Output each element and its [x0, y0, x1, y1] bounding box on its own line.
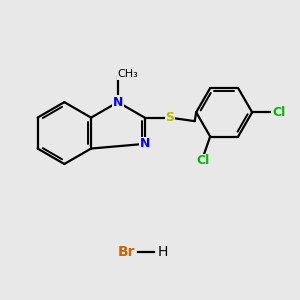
Text: Cl: Cl	[272, 106, 285, 119]
Text: Br: Br	[118, 244, 135, 259]
Text: S: S	[165, 111, 174, 124]
Text: CH₃: CH₃	[118, 69, 139, 79]
Text: H: H	[158, 244, 168, 259]
Text: N: N	[140, 137, 150, 150]
Text: Cl: Cl	[196, 154, 209, 167]
Text: N: N	[113, 96, 123, 109]
